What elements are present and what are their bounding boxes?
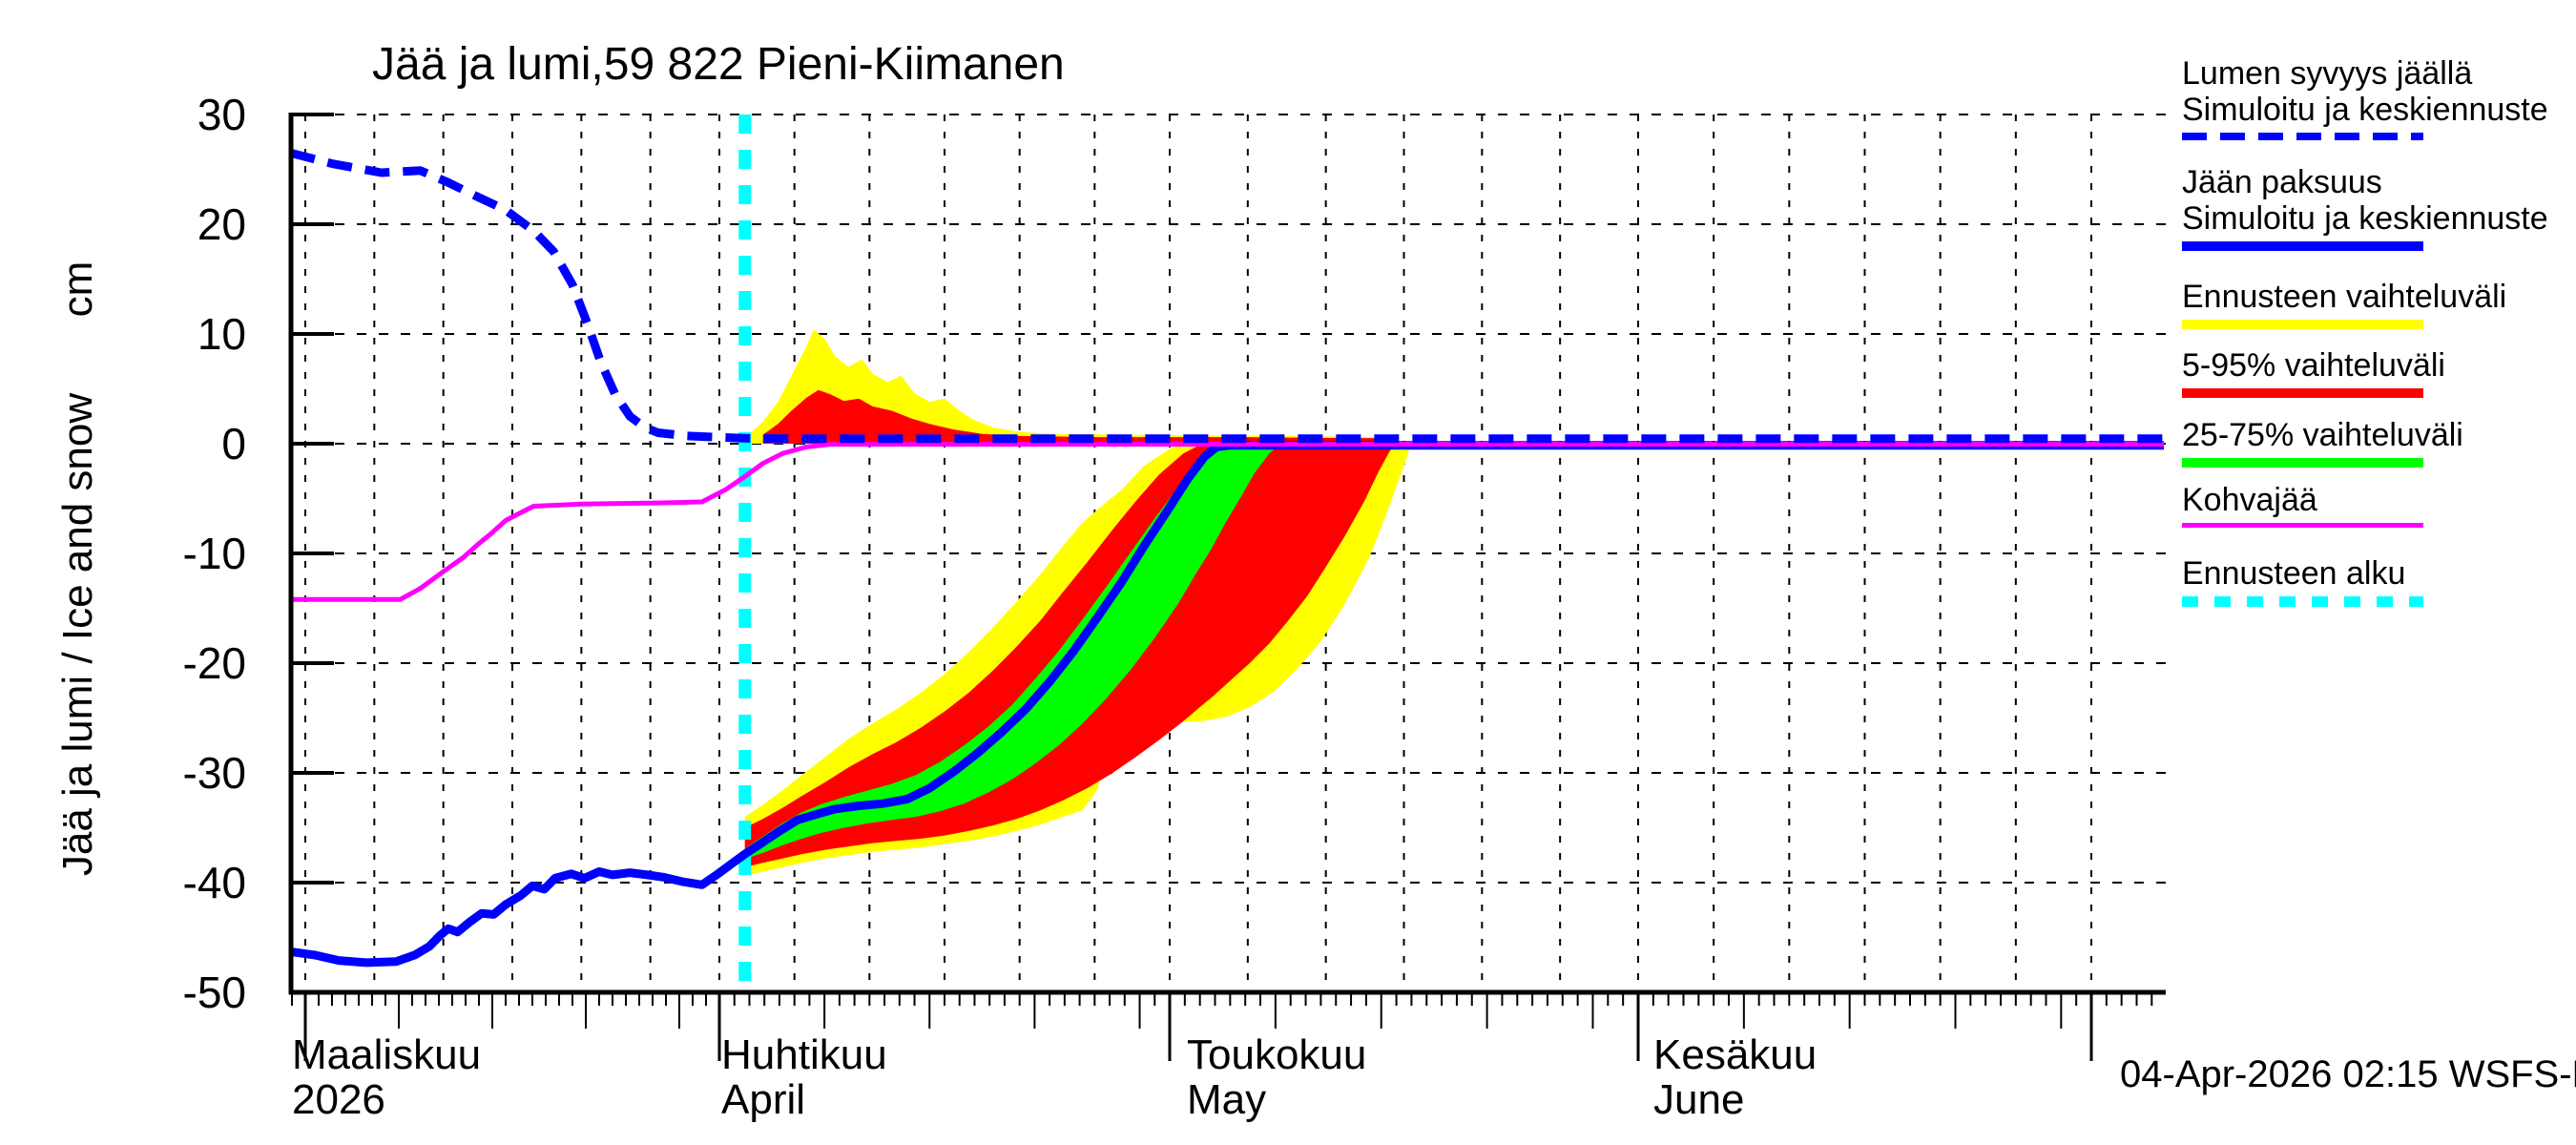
legend-entry: 5-95% vaihteluväli: [2182, 347, 2573, 398]
legend-label: Lumen syvyys jäällä: [2182, 55, 2473, 92]
y-tick-label: 0: [221, 419, 246, 468]
y-tick-label: -10: [182, 529, 246, 578]
y-tick-label: -30: [182, 748, 246, 798]
legend-entry: Ennusteen alku: [2182, 555, 2573, 607]
legend-sample-line: [2182, 596, 2423, 607]
y-tick-label: -20: [182, 638, 246, 688]
legend-label: Kohvajää: [2182, 482, 2317, 518]
legend-entry: Lumen syvyys jäällä Simuloitu ja keskienn…: [2182, 55, 2573, 140]
y-axis-label: Jää ja lumi / Ice and snow: [54, 392, 101, 877]
month-label: Kesäkuu June: [1653, 1031, 1818, 1123]
band-range-5-95-snow: [762, 389, 1386, 444]
legend-label: Ennusteen vaihteluväli: [2182, 279, 2507, 315]
legend-sample-line: [2182, 523, 2423, 528]
series-ice-thickness: [289, 441, 2164, 968]
y-tick-label: -50: [182, 968, 246, 1017]
series-kohvajaa: [290, 442, 2164, 602]
plot-timestamp: 04-Apr-2026 02:15 WSFS-P: [2120, 1053, 2576, 1095]
series-snow-depth-on-ice: [289, 148, 2164, 444]
y-axis-unit-label: cm: [54, 260, 101, 318]
legend-label: Ennusteen alku: [2182, 555, 2406, 592]
legend-entry: Ennusteen vaihteluväli: [2182, 279, 2573, 329]
legend-label: Simuloitu ja keskiennuste: [2182, 200, 2548, 237]
legend-entry: Kohvajää: [2182, 482, 2573, 528]
y-tick-label: 20: [197, 199, 246, 249]
band-forecast-range-snow: [749, 329, 1391, 444]
y-tick-label: -40: [182, 858, 246, 907]
legend-label: Jään paksuus: [2182, 164, 2382, 200]
legend-sample-line: [2182, 388, 2423, 398]
legend-sample-line: [2182, 320, 2423, 329]
month-label: Huhtikuu April: [721, 1031, 887, 1123]
month-label: Maaliskuu 2026: [292, 1031, 482, 1123]
legend-label: 5-95% vaihteluväli: [2182, 347, 2445, 384]
y-tick-label: 30: [197, 90, 246, 139]
chart-title: Jää ja lumi,59 822 Pieni-Kiimanen: [372, 39, 1065, 90]
legend-sample-line: [2182, 458, 2423, 468]
legend-entry: 25-75% vaihteluväli: [2182, 417, 2573, 468]
y-tick-label: 10: [197, 309, 246, 359]
legend-sample-line: [2182, 133, 2423, 140]
month-label: Toukokuu May: [1187, 1031, 1367, 1123]
legend-label: Simuloitu ja keskiennuste: [2182, 92, 2548, 128]
legend-sample-line: [2182, 241, 2423, 251]
legend-label: 25-75% vaihteluväli: [2182, 417, 2463, 453]
legend-entry: Jään paksuus Simuloitu ja keskiennuste: [2182, 164, 2573, 251]
